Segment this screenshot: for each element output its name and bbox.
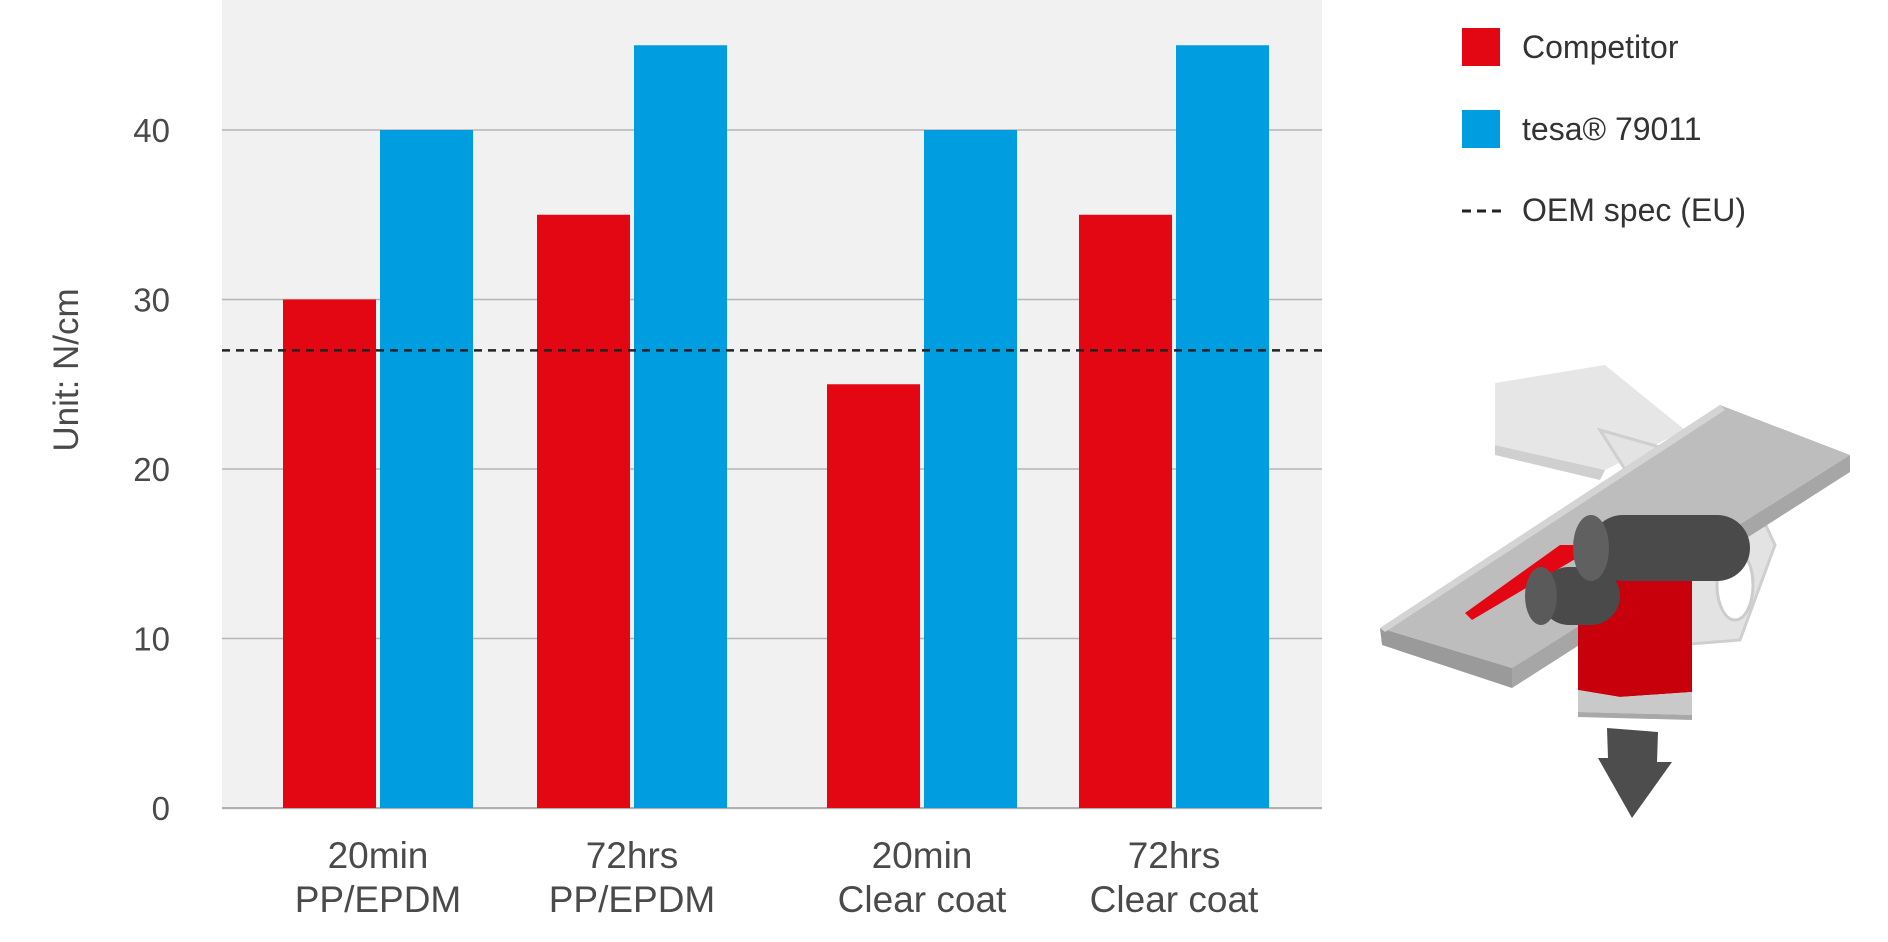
bar-competitor: [283, 299, 376, 808]
y-tick-label: 40: [133, 112, 170, 149]
y-tick-label: 30: [133, 282, 170, 319]
bar-tesa: [380, 130, 473, 808]
bar-competitor: [537, 214, 630, 808]
bar-tesa: [634, 45, 727, 808]
y-tick-label: 10: [133, 621, 170, 658]
y-tick-label: 20: [133, 451, 170, 488]
bars: [283, 45, 1269, 808]
bar-competitor: [827, 384, 920, 808]
y-tick-label: 0: [152, 790, 170, 827]
legend-swatch-tesa: [1462, 110, 1500, 148]
x-category-label: 20min: [872, 835, 973, 876]
peel-test-diagram-icon: [1380, 365, 1850, 818]
bar-tesa: [1176, 45, 1269, 808]
legend-swatch-competitor: [1462, 28, 1500, 66]
y-axis-label: Unit: N/cm: [47, 288, 86, 451]
x-category-label: PP/EPDM: [549, 879, 716, 920]
x-category-label: PP/EPDM: [295, 879, 462, 920]
x-category-label: 72hrs: [586, 835, 679, 876]
bar-tesa: [924, 130, 1017, 808]
legend-label-oem: OEM spec (EU): [1522, 192, 1746, 228]
x-category-label: 20min: [328, 835, 429, 876]
legend: Competitor tesa® 79011 OEM spec (EU): [1462, 28, 1746, 228]
x-category-label: 72hrs: [1128, 835, 1221, 876]
x-category-label: Clear coat: [1090, 879, 1259, 920]
legend-label-tesa: tesa® 79011: [1522, 111, 1702, 147]
legend-label-competitor: Competitor: [1522, 29, 1679, 65]
y-tick-labels: 0 10 20 30 40: [133, 112, 170, 827]
x-category-label: Clear coat: [838, 879, 1007, 920]
bar-competitor: [1079, 214, 1172, 808]
